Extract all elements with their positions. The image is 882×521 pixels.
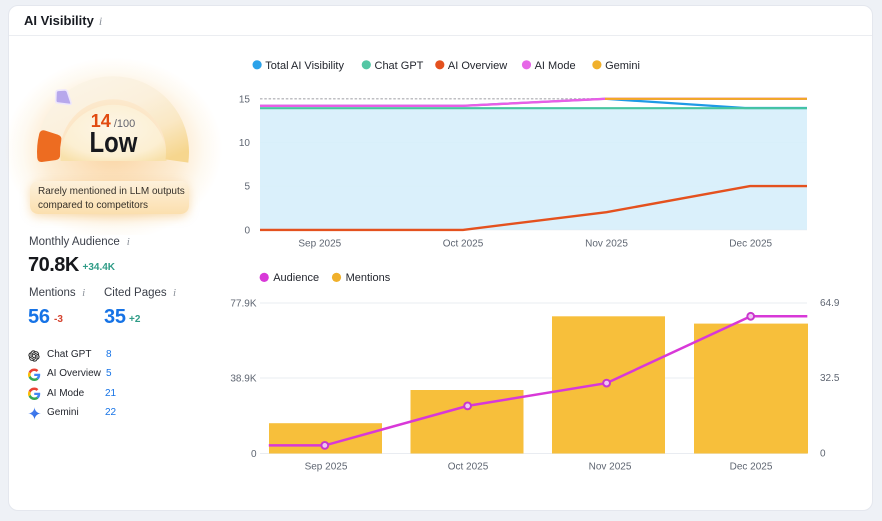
svg-text:5: 5 — [244, 182, 250, 193]
svg-text:Sep 2025: Sep 2025 — [298, 239, 341, 250]
svg-text:Chat GPT: Chat GPT — [375, 60, 424, 72]
svg-text:Dec 2025: Dec 2025 — [729, 239, 772, 250]
svg-text:Total AI Visibility: Total AI Visibility — [265, 60, 344, 72]
svg-text:Oct 2025: Oct 2025 — [448, 461, 489, 472]
svg-text:32.5: 32.5 — [820, 373, 840, 384]
svg-text:38.9K: 38.9K — [230, 374, 256, 385]
svg-text:64.9: 64.9 — [820, 298, 840, 309]
svg-text:10: 10 — [239, 138, 251, 149]
svg-text:Nov 2025: Nov 2025 — [585, 239, 628, 250]
svg-text:77.9K: 77.9K — [230, 299, 256, 310]
svg-text:AI Mode: AI Mode — [535, 60, 576, 72]
svg-text:Gemini: Gemini — [605, 60, 640, 72]
svg-text:Dec 2025: Dec 2025 — [730, 461, 773, 472]
svg-text:Audience: Audience — [273, 272, 319, 284]
svg-text:0: 0 — [251, 449, 257, 460]
svg-text:Oct 2025: Oct 2025 — [443, 239, 484, 250]
svg-text:Sep 2025: Sep 2025 — [305, 461, 348, 472]
svg-text:Mentions: Mentions — [346, 272, 391, 284]
svg-text:15: 15 — [239, 94, 251, 105]
svg-text:Nov 2025: Nov 2025 — [589, 461, 632, 472]
svg-text:0: 0 — [244, 225, 250, 236]
svg-text:0: 0 — [820, 449, 826, 460]
svg-text:AI Overview: AI Overview — [448, 60, 507, 72]
